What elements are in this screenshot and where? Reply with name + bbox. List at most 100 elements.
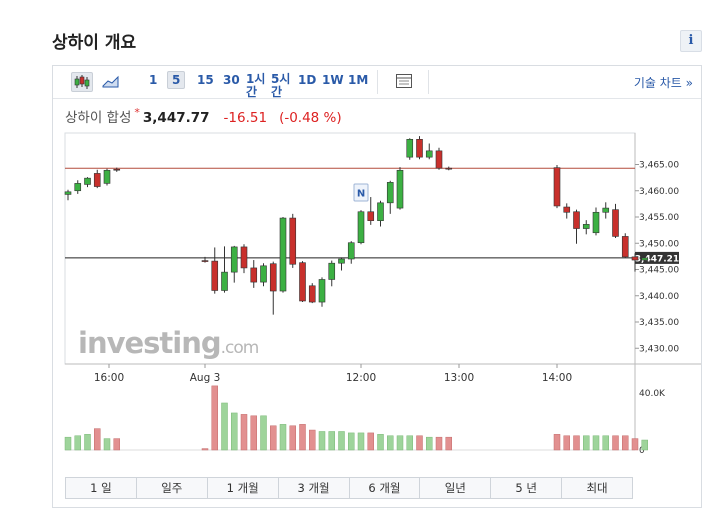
range-max[interactable]: 최대 xyxy=(586,481,608,495)
volume-bar xyxy=(231,412,238,451)
volume-bar xyxy=(435,436,443,451)
candle-body xyxy=(367,211,375,221)
area-chart-icon[interactable] xyxy=(101,72,123,92)
instrument-price: 3,447.77 xyxy=(142,110,210,126)
interval-15m[interactable]: 15 xyxy=(197,73,214,87)
volume-bar xyxy=(631,438,639,451)
chart-widget: 1 5 15 30 1시 간 5시 간 1D 1W 1M 기술 차트 » 상하이… xyxy=(52,65,702,508)
range-1y[interactable]: 일년 xyxy=(420,478,492,498)
chart-toolbar: 1 5 15 30 1시 간 5시 간 1D 1W 1M 기술 차트 » xyxy=(53,66,701,99)
volume-tick-label: 40.0K xyxy=(639,389,666,399)
range-1w[interactable]: 일주 xyxy=(137,478,208,498)
delayed-star-icon: * xyxy=(134,106,140,119)
interval-1h[interactable]: 1시 간 xyxy=(246,72,266,99)
instrument-header: 상하이 합성 * 3,447.77 -16.51 (-0.48 %) xyxy=(65,106,342,126)
info-icon[interactable]: i xyxy=(680,30,702,52)
candle-body xyxy=(553,167,561,207)
range-selector: 1 일 일주 1 개월 3 개월 6 개월 일년 5 년 최대 xyxy=(65,477,633,499)
x-tick-label: Aug 3 xyxy=(190,372,221,384)
candle-body xyxy=(84,177,91,185)
candle-body xyxy=(113,168,121,171)
candle-body xyxy=(289,217,297,265)
candle-body xyxy=(592,211,600,234)
volume-bar xyxy=(211,385,218,451)
candle-body xyxy=(406,139,414,158)
volume-bar xyxy=(328,431,335,451)
volume-bar xyxy=(338,431,345,451)
candle-body xyxy=(64,191,72,195)
interval-1mo[interactable]: 1M xyxy=(348,73,369,87)
candle-body xyxy=(386,182,394,204)
candlestick-chart-icon[interactable] xyxy=(71,72,93,92)
candle-body xyxy=(396,169,404,209)
interval-5m[interactable]: 5 xyxy=(167,71,186,89)
range-1mo[interactable]: 1 개월 xyxy=(208,478,279,498)
volume-bar xyxy=(426,436,433,451)
volume-bar xyxy=(240,414,248,451)
news-marker xyxy=(353,183,369,202)
candle-body xyxy=(318,279,326,303)
watermark-logo: investing.com xyxy=(78,326,259,360)
toolbar-divider xyxy=(428,70,429,94)
volume-bar xyxy=(74,435,81,451)
volume-bar xyxy=(260,415,267,451)
candle-body xyxy=(230,246,238,273)
candle-body xyxy=(357,211,365,244)
volume-bar xyxy=(573,435,580,451)
price-chart[interactable]: 3,465.00 3,460.00 3,455.00 3,450.00 3,445.00… xyxy=(53,66,701,471)
interval-5h[interactable]: 5시 간 xyxy=(271,72,291,99)
candle-body xyxy=(308,285,316,303)
range-3mo[interactable]: 3 개월 xyxy=(279,478,350,498)
interval-1w[interactable]: 1W xyxy=(322,73,344,87)
volume-bar xyxy=(299,424,306,451)
candle-body xyxy=(641,257,649,261)
candle-body xyxy=(338,258,345,264)
volume-bar xyxy=(612,435,619,451)
volume-bar xyxy=(103,438,111,451)
page-title: 상하이 개요 xyxy=(52,33,137,53)
volume-bar xyxy=(396,435,404,451)
candle-body xyxy=(328,262,336,280)
volume-bar xyxy=(602,435,609,451)
y-tick-label: 3,460.00 xyxy=(639,187,679,197)
volume-bar xyxy=(357,432,365,451)
watermark-logo-domain: .com xyxy=(221,338,259,358)
volume-bar xyxy=(221,402,228,451)
volume-bar xyxy=(553,434,561,451)
candle-body xyxy=(573,211,580,229)
volume-bar xyxy=(318,431,326,451)
interval-1d[interactable]: 1D xyxy=(298,73,317,87)
range-6mo[interactable]: 6 개월 xyxy=(350,478,421,498)
volume-bar xyxy=(377,434,384,451)
candle-body xyxy=(612,209,619,237)
candle-body xyxy=(425,150,433,158)
candle-body xyxy=(563,206,571,213)
table-view-icon[interactable] xyxy=(394,72,416,92)
interval-30m[interactable]: 30 xyxy=(223,73,240,87)
price-change: -16.51 xyxy=(223,110,268,126)
news-marker-label: N xyxy=(357,189,365,200)
x-tick-label: 13:00 xyxy=(444,372,474,384)
candle-body xyxy=(221,271,228,291)
price-change-percent: (-0.48 %) xyxy=(279,110,342,126)
x-tick-label: 14:00 xyxy=(542,372,572,384)
interval-1m[interactable]: 1 xyxy=(149,73,158,87)
range-1d[interactable]: 1 일 xyxy=(66,478,137,498)
volume-bar xyxy=(84,434,91,451)
candle-body xyxy=(279,217,287,292)
volume-bar xyxy=(94,428,101,451)
candle-body xyxy=(211,260,219,291)
candle-body xyxy=(201,260,209,262)
candle-body xyxy=(445,167,453,170)
candle-body xyxy=(582,224,590,229)
technical-chart-link[interactable]: 기술 차트 » xyxy=(633,76,693,90)
volume-bar xyxy=(592,435,600,451)
candle-body xyxy=(299,262,306,302)
candle-body xyxy=(250,267,258,283)
candle-body xyxy=(621,236,629,258)
volume-bar xyxy=(279,424,287,451)
volume-bar xyxy=(348,432,355,451)
instrument-name: 상하이 합성 xyxy=(65,110,132,126)
range-5y[interactable]: 5 년 xyxy=(491,478,563,498)
candle-body xyxy=(74,183,82,192)
